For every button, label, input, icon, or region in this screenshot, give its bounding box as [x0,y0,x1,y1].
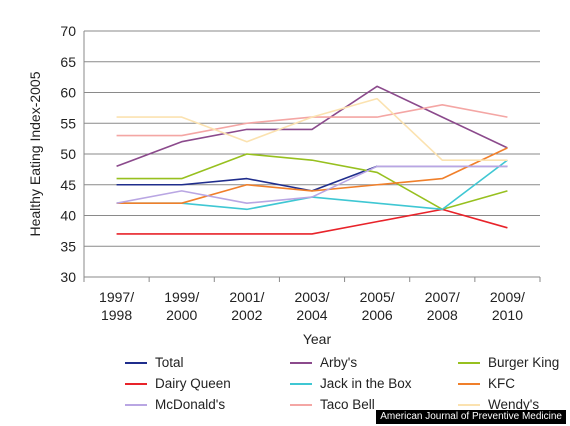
x-tick-label: 2001/ [229,289,264,305]
legend-item: Taco Bell [290,397,375,412]
x-tick-label: 2008 [427,307,458,323]
y-tick-label: 50 [60,146,76,162]
y-tick-label: 35 [60,238,76,254]
x-tick-label: 2003/ [294,289,329,305]
legend-label: Arby's [320,355,358,370]
legend-swatch [290,362,312,365]
legend-item: Burger King [458,355,559,370]
x-tick-label: 1998 [101,307,132,323]
series-line-mcdonald-s [116,165,508,204]
legend-swatch [290,383,312,386]
legend-label: KFC [488,376,515,391]
legend-swatch [458,383,480,386]
legend-item: Jack in the Box [290,376,412,391]
series-lines [116,85,508,235]
y-tick-label: 40 [60,208,76,224]
legend-swatch [290,404,312,407]
series-line-dairy-queen [116,208,508,235]
legend-swatch [458,404,480,407]
x-tick-label: 2009/ [490,289,525,305]
legend-item: Wendy's [458,397,539,412]
legend-label: Taco Bell [320,397,375,412]
x-tick-label: 2010 [492,307,523,323]
legend-item: Total [125,355,184,370]
source-credit: American Journal of Preventive Medicine [376,410,566,424]
x-tick-label: 1997/ [99,289,134,305]
legend-item: McDonald's [125,397,225,412]
y-tick-label: 65 [60,54,76,70]
x-tick-label: 2005/ [360,289,395,305]
y-tick-label: 45 [60,177,76,193]
x-tick-label: 1999/ [164,289,199,305]
legend-label: McDonald's [155,397,226,412]
series-line-arby-s [116,85,508,168]
legend-label: Burger King [488,355,560,370]
x-tick-labels: 1997/1998 1999/2000 2001/2002 2003/2004 2005… [99,289,525,323]
x-tick-label: 2002 [231,307,262,323]
legend-item: Arby's [290,355,357,370]
legend-label: Dairy Queen [155,376,231,391]
y-tick-labels: 30 35 40 45 50 55 60 65 70 [60,23,76,285]
legend-swatch [125,383,147,386]
series-line-kfc [116,147,508,204]
legend-label: Jack in the Box [320,376,412,391]
y-axis-title: Healthy Eating Index-2005 [27,71,43,236]
legend-swatch [125,362,147,365]
x-tick-label: 2007/ [425,289,460,305]
y-tick-label: 70 [60,23,76,39]
legend-item: KFC [458,376,515,391]
legend-label: Total [155,355,184,370]
legend-swatch [125,404,147,407]
x-tick-label: 2000 [166,307,197,323]
x-tick-label: 2004 [296,307,327,323]
x-axis-title: Year [303,331,332,347]
series-line-burger-king [116,153,508,211]
x-tick-label: 2006 [362,307,393,323]
series-line-wendy-s [116,97,508,161]
legend-swatch [458,362,480,365]
y-tick-label: 60 [60,85,76,101]
y-tick-label: 55 [60,115,76,131]
y-tick-label: 30 [60,269,76,285]
legend-label: Wendy's [488,397,540,412]
legend-item: Dairy Queen [125,376,231,391]
gridlines [83,30,541,282]
line-chart: 30 35 40 45 50 55 60 65 70 1997/1998 1999/2000 200… [27,23,541,347]
